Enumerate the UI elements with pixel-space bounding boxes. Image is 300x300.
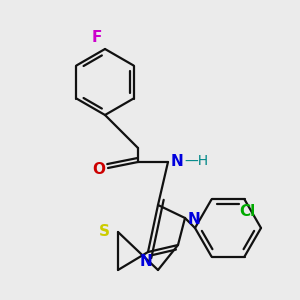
Text: F: F [92, 29, 102, 44]
Text: S: S [98, 224, 110, 239]
Text: O: O [92, 163, 106, 178]
Text: N: N [171, 154, 184, 169]
Text: —H: —H [184, 154, 208, 168]
Text: N: N [140, 254, 152, 269]
Text: N: N [188, 212, 201, 226]
Text: Cl: Cl [239, 204, 256, 219]
